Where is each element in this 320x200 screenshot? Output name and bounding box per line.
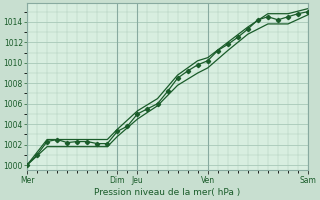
X-axis label: Pression niveau de la mer( hPa ): Pression niveau de la mer( hPa ) (94, 188, 241, 197)
